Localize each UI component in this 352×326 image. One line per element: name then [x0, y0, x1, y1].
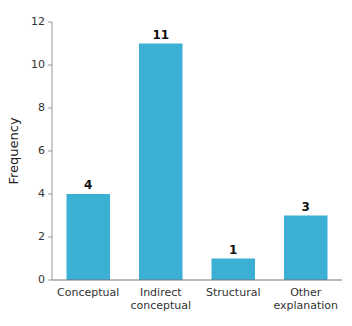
chart-container: 0 2 4 6 8 10 12 Frequency Conceptual Indirectconc… [0, 0, 352, 326]
data-label: 11 [152, 28, 169, 42]
y-tick [48, 151, 52, 152]
y-tick [48, 280, 52, 281]
x-axis-line [52, 280, 342, 281]
x-tick-label: Otherexplanation [273, 286, 338, 312]
x-tick-label: Indirectconceptual [130, 286, 191, 312]
data-label: 4 [84, 178, 92, 192]
y-tick [48, 65, 52, 66]
y-tick-label: 10 [31, 58, 45, 71]
data-label: 3 [302, 200, 310, 214]
x-tick-label: Structural [206, 286, 260, 299]
chart-svg: 0 2 4 6 8 10 12 Frequency Conceptual Indirectconc… [0, 0, 352, 326]
y-tick [48, 237, 52, 238]
x-tick-label: Conceptual [57, 286, 119, 299]
bar [139, 44, 183, 281]
y-tick-label: 2 [38, 230, 45, 243]
y-tick-label: 4 [38, 187, 45, 200]
bar [212, 259, 256, 281]
bars [67, 44, 328, 281]
y-tick [48, 22, 52, 23]
data-label: 1 [229, 243, 237, 257]
y-tick-label: 6 [38, 144, 45, 157]
y-tick-label: 12 [31, 15, 45, 28]
y-axis-label: Frequency [6, 117, 21, 184]
bar [67, 194, 111, 280]
y-tick-label: 0 [38, 273, 45, 286]
y-tick [48, 108, 52, 109]
y-tick [48, 194, 52, 195]
y-tick-label: 8 [38, 101, 45, 114]
bar [284, 216, 328, 281]
